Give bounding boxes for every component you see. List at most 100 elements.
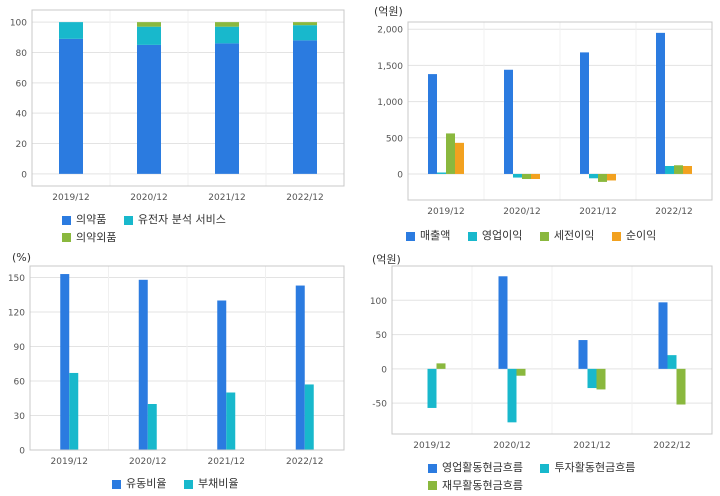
y-tick-label: 100 [370, 297, 387, 307]
bar [59, 22, 83, 39]
bar [498, 276, 508, 369]
legend-swatch [467, 231, 477, 241]
legend-label: 매출액 [420, 229, 451, 242]
legend-swatch [539, 231, 549, 241]
chart-product-mix: 0 20 40 60 80 100 2019/12 2020/12 2021/12 2022/12… [0, 0, 360, 248]
bar [138, 279, 148, 450]
y-tick-label: 60 [16, 79, 28, 89]
legend-item: 부채비율 [183, 476, 238, 492]
legend-swatch [183, 479, 193, 489]
bar [665, 165, 674, 174]
y-tick-label: 50 [376, 331, 388, 341]
x-tick-label: 2021/12 [208, 193, 245, 203]
chart-income-legend: 매출액 영업이익 세전이익 순이익 [406, 228, 716, 246]
bar [226, 392, 236, 450]
bar [304, 384, 314, 450]
bar [607, 173, 616, 181]
bar [69, 372, 79, 450]
plot-frame [407, 21, 713, 201]
bar [147, 404, 157, 450]
legend-item: 매출액 [406, 228, 450, 244]
legend-label: 순이익 [625, 229, 657, 242]
legend-item: 영업활동현금흐름 [428, 460, 523, 476]
chart-ratios-unit: (%) [12, 251, 32, 264]
bar [446, 133, 455, 174]
legend-item: 영업이익 [467, 228, 523, 244]
bar [455, 142, 464, 174]
y-tick-label: 120 [8, 309, 25, 319]
legend-swatch [428, 463, 437, 473]
bar [215, 22, 239, 27]
legend-label: 영업이익 [481, 229, 523, 242]
bar [683, 165, 692, 174]
legend-swatch [123, 215, 133, 225]
x-tick-label: 2021/12 [579, 207, 616, 217]
bar [674, 165, 683, 174]
chart-income: (억원) 0 500 1,000 1,500 2,000 2019/12 2020/12 20… [360, 0, 720, 248]
legend-item: 재무활동현금흐름 [428, 478, 523, 494]
plot-frame [31, 9, 345, 187]
bar [522, 173, 531, 180]
bar [293, 40, 317, 174]
x-tick-label: 2019/12 [413, 441, 450, 451]
chart-cashflow-legend: 영업활동현금흐름 투자활동현금흐름 재무활동현금흐름 [428, 460, 718, 495]
y-tick-label: 0 [381, 365, 387, 375]
y-tick-label: 1,500 [377, 62, 403, 72]
chart-ratios-legend: 유동비율 부채비율 [112, 476, 352, 494]
legend-swatch [406, 231, 415, 241]
legend-item: 순이익 [611, 228, 657, 244]
y-tick-label: 20 [16, 140, 28, 150]
bar [676, 368, 686, 405]
bar [598, 173, 607, 182]
x-tick-label: 2019/12 [51, 457, 88, 467]
legend-swatch [62, 233, 71, 242]
chart-income-unit: (억원) [374, 5, 403, 18]
bar [531, 173, 540, 180]
legend-item: 의약품 [62, 212, 106, 228]
y-tick-label: 90 [14, 343, 26, 353]
x-tick-label: 2020/12 [129, 457, 166, 467]
y-tick-label: 100 [10, 19, 27, 29]
legend-label: 의약품 [76, 213, 107, 226]
plot-frame [391, 265, 713, 435]
legend-item: 투자활동현금흐름 [540, 460, 635, 476]
y-tick-label: 80 [16, 49, 28, 59]
legend-label: 세전이익 [553, 229, 595, 242]
legend-label: 유전자 분석 서비스 [137, 213, 226, 226]
legend-item: 유동비율 [112, 476, 166, 492]
legend-swatch [112, 479, 121, 489]
y-tick-label: 150 [8, 274, 25, 284]
bar [215, 26, 239, 44]
x-tick-label: 2020/12 [503, 207, 540, 217]
legend-swatch [428, 481, 437, 490]
legend-item: 세전이익 [539, 228, 595, 244]
x-tick-label: 2021/12 [573, 441, 610, 451]
x-tick-label: 2022/12 [653, 441, 690, 451]
bar [507, 368, 517, 423]
x-tick-label: 2021/12 [208, 457, 245, 467]
x-tick-label: 2022/12 [655, 207, 692, 217]
chart-product-mix-legend: 의약품 유전자 분석 서비스 의약외품 [62, 212, 352, 247]
bar [504, 69, 513, 174]
chart-product-mix-plot: 0 20 40 60 80 100 2019/12 2020/12 2021/12 2022/12 [10, 9, 345, 203]
legend-label: 영업활동현금흐름 [442, 461, 523, 474]
x-tick-label: 2020/12 [130, 193, 167, 203]
legend-swatch [62, 215, 71, 225]
bar [217, 300, 227, 450]
legend-label: 재무활동현금흐름 [442, 478, 523, 492]
x-tick-label: 2019/12 [427, 207, 464, 217]
bar [589, 173, 598, 179]
bar [59, 38, 83, 174]
bar [580, 52, 589, 174]
chart-ratios: (%) 0 30 60 90 120 150 2019/12 2020/12 2021/12 20… [0, 248, 360, 496]
chart-income-plot: 0 500 1,000 1,500 2,000 2019/12 2020/12 2021/12… [377, 21, 713, 217]
bar [513, 173, 522, 178]
bar [295, 285, 305, 450]
bar [427, 368, 437, 408]
bar [658, 302, 668, 369]
bar [437, 172, 446, 174]
x-tick-label: 2022/12 [286, 457, 323, 467]
bar [596, 368, 606, 390]
chart-ratios-plot: 0 30 60 90 120 150 2019/12 2020/12 2021/12 2022/1… [8, 265, 345, 467]
bar [516, 368, 526, 376]
